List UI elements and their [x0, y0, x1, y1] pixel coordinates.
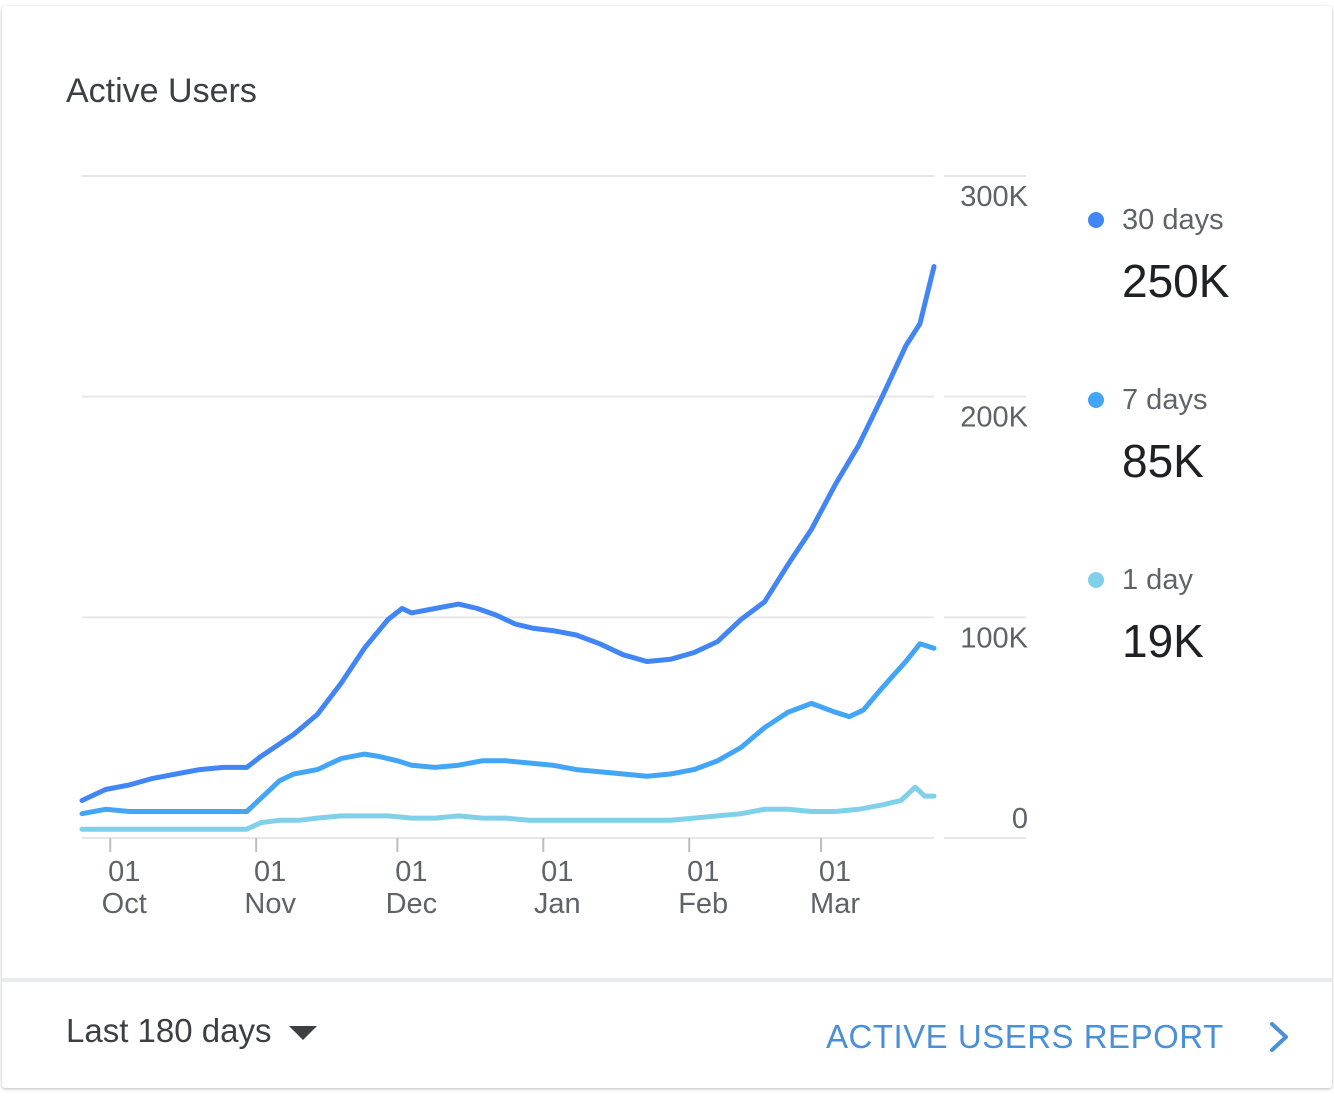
series-layer	[79, 264, 937, 832]
active-users-report-link[interactable]: ACTIVE USERS REPORT	[826, 1018, 1290, 1056]
x-tick-day-label: 01	[819, 856, 851, 888]
series-line-7-days	[79, 641, 937, 817]
x-tick-month-label: Feb	[678, 888, 728, 920]
date-range-dropdown[interactable]: Last 180 days	[66, 1012, 318, 1050]
active-users-card	[2, 6, 1332, 1088]
y-tick-label: 200K	[960, 402, 1028, 434]
caret-down-icon	[289, 1026, 318, 1040]
legend-value-30-days: 250K	[1122, 255, 1230, 307]
series-line-1-day	[79, 784, 937, 832]
report-link-label: ACTIVE USERS REPORT	[826, 1018, 1224, 1055]
footer-divider	[2, 978, 1332, 982]
y-tick-label: 100K	[960, 622, 1028, 654]
x-tick-month-label: Oct	[102, 888, 147, 920]
y-tick-label: 300K	[960, 181, 1028, 213]
legend-dot-30-days	[1088, 212, 1104, 228]
legend-label-30-days: 30 days	[1122, 203, 1224, 236]
legend: 30 days 250K 7 days 85K 1 day 19K	[1088, 202, 1229, 742]
legend-dot-1-day	[1088, 572, 1104, 588]
x-tick-day-label: 01	[395, 856, 427, 888]
legend-item-30-days[interactable]: 30 days 250K	[1088, 202, 1229, 382]
card-title: Active Users	[66, 72, 257, 110]
x-tick-day-label: 01	[254, 856, 286, 888]
legend-item-1-day[interactable]: 1 day 19K	[1088, 562, 1229, 742]
date-range-label: Last 180 days	[66, 1012, 272, 1049]
legend-value-1-day: 19K	[1122, 615, 1204, 667]
y-tick-label: 0	[1012, 803, 1028, 835]
legend-label-1-day: 1 day	[1122, 563, 1193, 596]
x-tick-day-label: 01	[687, 856, 719, 888]
legend-value-7-days: 85K	[1122, 435, 1204, 487]
legend-dot-7-days	[1088, 392, 1104, 408]
x-tick-month-label: Nov	[244, 888, 296, 920]
series-line-30-days	[79, 264, 937, 803]
x-tick-month-label: Dec	[386, 888, 438, 920]
legend-item-7-days[interactable]: 7 days 85K	[1088, 382, 1229, 562]
legend-label-7-days: 7 days	[1122, 383, 1208, 416]
x-tick-day-label: 01	[541, 856, 573, 888]
x-tick-month-label: Jan	[534, 888, 581, 920]
grid-layer	[82, 175, 1026, 839]
y-axis: 0 100K 200K 300K	[960, 181, 1028, 835]
x-tick-day-label: 01	[108, 856, 140, 888]
chevron-right-icon	[1269, 1022, 1288, 1052]
x-tick-month-label: Mar	[810, 888, 860, 920]
